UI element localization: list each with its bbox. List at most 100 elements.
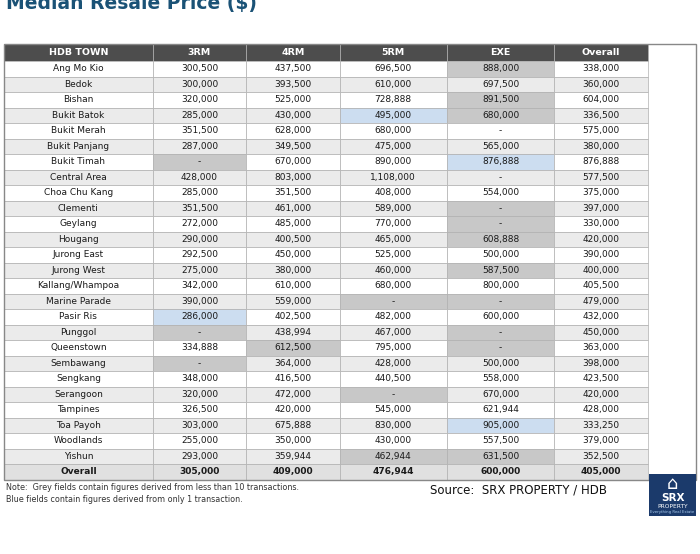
Bar xyxy=(340,123,447,138)
Text: 462,944: 462,944 xyxy=(375,452,412,461)
Bar xyxy=(447,61,554,76)
Bar xyxy=(340,325,447,340)
Text: 402,500: 402,500 xyxy=(274,312,312,321)
Text: 430,000: 430,000 xyxy=(274,111,312,120)
Bar xyxy=(447,278,554,294)
Bar xyxy=(4,325,153,340)
Text: 604,000: 604,000 xyxy=(582,95,620,104)
Text: 525,000: 525,000 xyxy=(374,250,412,259)
Text: 432,000: 432,000 xyxy=(582,312,620,321)
Bar xyxy=(4,387,153,402)
Text: 554,000: 554,000 xyxy=(482,188,519,197)
Text: 680,000: 680,000 xyxy=(482,111,519,120)
Bar xyxy=(4,107,153,123)
Bar xyxy=(246,216,340,232)
Bar xyxy=(340,107,447,123)
Bar xyxy=(246,92,340,107)
Bar xyxy=(4,76,153,92)
Bar xyxy=(649,474,696,516)
Bar xyxy=(447,449,554,464)
Text: 890,000: 890,000 xyxy=(374,157,412,166)
Bar xyxy=(554,76,648,92)
Bar xyxy=(246,294,340,309)
Text: Queenstown: Queenstown xyxy=(50,343,106,352)
Text: 272,000: 272,000 xyxy=(181,219,218,228)
Bar xyxy=(340,92,447,107)
Text: -: - xyxy=(391,297,395,306)
Bar xyxy=(340,387,447,402)
Bar xyxy=(447,247,554,263)
Text: Central Area: Central Area xyxy=(50,173,107,182)
Text: 495,000: 495,000 xyxy=(374,111,412,120)
Bar xyxy=(246,76,340,92)
Bar xyxy=(447,371,554,387)
Bar xyxy=(340,247,447,263)
Bar xyxy=(340,76,447,92)
Text: Bukit Panjang: Bukit Panjang xyxy=(48,142,109,151)
Text: Bedok: Bedok xyxy=(64,80,92,89)
Bar xyxy=(554,247,648,263)
Bar xyxy=(340,294,447,309)
Text: 559,000: 559,000 xyxy=(274,297,312,306)
Text: -: - xyxy=(499,343,502,352)
Text: 3RM: 3RM xyxy=(188,48,211,57)
Text: 5RM: 5RM xyxy=(382,48,405,57)
Text: 305,000: 305,000 xyxy=(179,467,220,476)
Text: Kallang/Whampoa: Kallang/Whampoa xyxy=(37,281,120,290)
Bar xyxy=(340,278,447,294)
Text: 398,000: 398,000 xyxy=(582,359,620,368)
Text: 285,000: 285,000 xyxy=(181,188,218,197)
Bar xyxy=(4,464,153,480)
Text: Geylang: Geylang xyxy=(60,219,97,228)
Text: -: - xyxy=(198,157,201,166)
Text: 587,500: 587,500 xyxy=(482,266,519,275)
Text: 326,500: 326,500 xyxy=(181,405,218,414)
Bar xyxy=(554,278,648,294)
Bar xyxy=(246,418,340,433)
Bar xyxy=(447,356,554,371)
Bar xyxy=(447,185,554,201)
Bar xyxy=(554,340,648,356)
Text: 400,500: 400,500 xyxy=(274,235,312,244)
Text: -: - xyxy=(198,359,201,368)
Text: 275,000: 275,000 xyxy=(181,266,218,275)
Text: 350,000: 350,000 xyxy=(274,436,312,445)
Text: 500,000: 500,000 xyxy=(482,250,519,259)
Text: 795,000: 795,000 xyxy=(374,343,412,352)
Text: 482,000: 482,000 xyxy=(374,312,412,321)
Text: Yishun: Yishun xyxy=(64,452,93,461)
Bar xyxy=(447,232,554,247)
Bar xyxy=(4,263,153,278)
Bar xyxy=(447,309,554,325)
Bar xyxy=(447,387,554,402)
Text: 375,000: 375,000 xyxy=(582,188,620,197)
Bar xyxy=(153,433,246,449)
Text: -: - xyxy=(499,173,502,182)
Text: -: - xyxy=(198,328,201,337)
Text: SRX: SRX xyxy=(661,493,685,503)
Bar xyxy=(340,216,447,232)
Bar xyxy=(554,325,648,340)
Text: 360,000: 360,000 xyxy=(582,80,620,89)
Text: 420,000: 420,000 xyxy=(582,390,620,399)
Text: 479,000: 479,000 xyxy=(582,297,620,306)
Bar xyxy=(153,325,246,340)
Bar xyxy=(246,356,340,371)
Bar xyxy=(153,340,246,356)
Text: 467,000: 467,000 xyxy=(374,328,412,337)
Text: 565,000: 565,000 xyxy=(482,142,519,151)
Text: 293,000: 293,000 xyxy=(181,452,218,461)
Text: 349,500: 349,500 xyxy=(274,142,312,151)
Text: 408,000: 408,000 xyxy=(374,188,412,197)
Bar xyxy=(554,170,648,185)
Text: 600,000: 600,000 xyxy=(480,467,521,476)
Text: 800,000: 800,000 xyxy=(482,281,519,290)
Bar xyxy=(4,356,153,371)
Text: 610,000: 610,000 xyxy=(374,80,412,89)
Text: 409,000: 409,000 xyxy=(272,467,313,476)
Bar xyxy=(447,154,554,170)
Bar xyxy=(554,123,648,138)
Text: 600,000: 600,000 xyxy=(482,312,519,321)
Bar xyxy=(4,170,153,185)
Bar xyxy=(340,170,447,185)
